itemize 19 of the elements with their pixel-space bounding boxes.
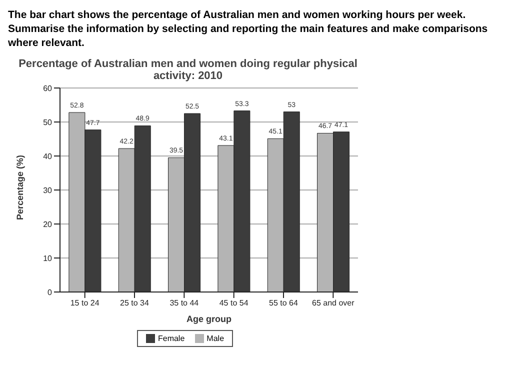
x-tick-label: 15 to 24 — [70, 298, 100, 308]
x-tick-label: 55 to 64 — [269, 298, 299, 308]
x-tick-label: 35 to 44 — [170, 298, 200, 308]
x-tick-label: 45 to 54 — [219, 298, 249, 308]
y-tick-label: 20 — [43, 220, 53, 229]
y-axis-title: Percentage (%) — [15, 154, 26, 220]
chart-title: Percentage of Australian men and women doing regular physical activity: 2010 — [18, 58, 358, 82]
y-tick-label: 50 — [43, 118, 53, 127]
y-tick-label: 10 — [43, 254, 53, 263]
text: The bar chart shows the percentage of Australian men and women working hours per week. Summarise the information by selecting and reporting the main features and make comparisons where relevant. — [8, 8, 489, 50]
x-tick-label: 65 and over — [312, 298, 355, 308]
y-tick-label: 0 — [48, 288, 53, 297]
legend-label: Female — [156, 334, 185, 343]
legend-label: Male — [206, 334, 224, 343]
y-tick-label: 40 — [43, 152, 53, 161]
y-tick-label: 30 — [43, 186, 53, 195]
x-axis-title: Age group — [186, 314, 232, 324]
y-tick-label: 60 — [43, 84, 53, 93]
x-tick-label: 25 to 34 — [120, 298, 150, 308]
